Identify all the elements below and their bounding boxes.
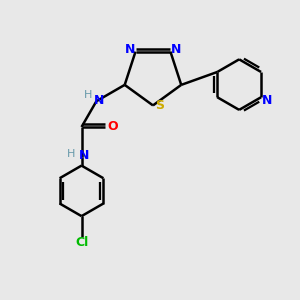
Text: Cl: Cl [75, 236, 88, 249]
Text: N: N [94, 94, 104, 106]
Text: N: N [79, 149, 89, 162]
Text: N: N [262, 94, 272, 107]
Text: H: H [67, 149, 75, 159]
Text: S: S [155, 99, 164, 112]
Text: O: O [107, 121, 118, 134]
Text: H: H [84, 90, 92, 100]
Text: N: N [125, 43, 135, 56]
Text: N: N [171, 43, 181, 56]
